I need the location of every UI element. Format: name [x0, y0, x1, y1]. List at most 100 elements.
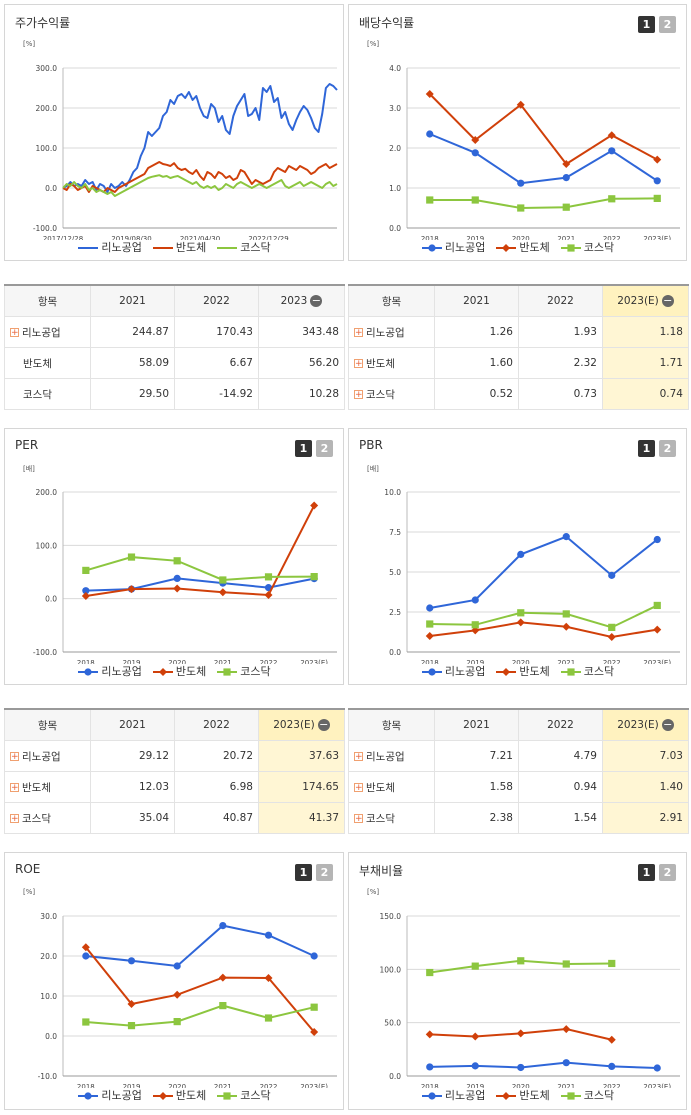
pbr-table: 항목 2021 2022 2023(E) − + 리노공업 7.21 4.79 7.03 + 반도체 1… [348, 708, 689, 834]
column-header: 2023− [258, 284, 345, 317]
expand-plus-icon[interactable]: + [10, 783, 19, 793]
view-button-2[interactable]: 2 [659, 864, 676, 881]
legend-item-company[interactable]: 리노공업 [77, 1087, 142, 1103]
view-button-2[interactable]: 2 [659, 440, 676, 457]
x-tick-label: 2019 [466, 1083, 484, 1088]
expand-plus-icon[interactable]: + [354, 328, 363, 338]
expand-plus-icon[interactable]: + [354, 783, 363, 793]
legend-item-company[interactable]: 리노공업 [421, 239, 485, 255]
data-point-kosdaq [219, 1002, 227, 1010]
view-button-1[interactable]: 1 [638, 16, 655, 33]
table-cell: 58.09 [90, 347, 175, 379]
collapse-minus-icon[interactable]: − [661, 718, 674, 731]
collapse-minus-icon[interactable]: − [661, 294, 674, 307]
legend-item-company[interactable]: 리노공업 [77, 663, 142, 679]
y-tick-label: 300.0 [36, 64, 58, 73]
legend-label: 리노공업 [444, 1089, 486, 1102]
expand-plus-icon[interactable]: + [10, 328, 19, 338]
x-tick-label: 2019 [466, 235, 484, 240]
legend-label: 코스닥 [583, 241, 615, 254]
x-tick-label: 2020 [168, 659, 186, 664]
table-row: + 리노공업 1.26 1.93 1.18 [348, 316, 689, 348]
data-point-kosdaq [219, 576, 227, 584]
row-name[interactable]: + 반도체 [348, 771, 435, 803]
legend-item-semi[interactable]: 반도체 [495, 1087, 550, 1103]
series-line-kosdaq [85, 1004, 315, 1027]
legend-item-semi[interactable]: 반도체 [152, 1087, 206, 1103]
y-tick-label: 0.0 [389, 224, 401, 233]
row-name[interactable]: + 코스닥 [4, 802, 91, 834]
legend-label: 리노공업 [101, 1089, 142, 1102]
legend-item-kosdaq[interactable]: 코스닥 [560, 663, 614, 679]
row-name[interactable]: + 반도체 [4, 771, 91, 803]
view-button-2[interactable]: 2 [316, 864, 333, 881]
legend-item-semi[interactable]: 반도체 [152, 663, 206, 679]
y-tick-label: 200.0 [36, 104, 58, 113]
series-semi [425, 618, 662, 641]
expand-plus-icon[interactable]: + [354, 752, 363, 762]
view-button-2[interactable]: 2 [316, 440, 333, 457]
table-cell: 4.79 [518, 740, 603, 772]
legend-item-semi[interactable]: 반도체 [152, 239, 206, 255]
data-point-company [471, 149, 479, 157]
legend-item-company[interactable]: 리노공업 [421, 663, 485, 679]
row-name[interactable]: + 코스닥 [348, 378, 435, 410]
series-company [426, 533, 661, 612]
legend-item-kosdaq[interactable]: 코스닥 [560, 1087, 614, 1103]
table-cell: 0.74 [602, 378, 689, 410]
table-cell: 1.71 [602, 347, 689, 379]
collapse-minus-icon[interactable]: − [317, 718, 330, 731]
table-header-row: 항목 2021 2022 2023(E) − [348, 708, 689, 741]
column-header: 2022 [174, 284, 259, 317]
legend-item-semi[interactable]: 반도체 [495, 663, 550, 679]
expand-plus-icon[interactable]: + [10, 752, 19, 762]
legend-marker-icon [152, 247, 173, 249]
table-cell: 1.58 [434, 771, 519, 803]
legend-item-kosdaq[interactable]: 코스닥 [216, 239, 271, 255]
view-button-1[interactable]: 1 [638, 440, 655, 457]
legend-item-kosdaq[interactable]: 코스닥 [216, 663, 271, 679]
expand-plus-icon[interactable]: + [354, 814, 363, 824]
y-tick-label: 3.0 [389, 104, 401, 113]
view-button-1[interactable]: 1 [295, 440, 312, 457]
column-header: 2021 [90, 708, 175, 741]
data-point-company [517, 550, 525, 558]
table-cell: 2.32 [518, 347, 603, 379]
row-name[interactable]: + 코스닥 [348, 802, 435, 834]
legend-item-semi[interactable]: 반도체 [495, 239, 550, 255]
expand-plus-icon[interactable]: + [354, 359, 363, 369]
legend-label: 반도체 [519, 665, 550, 678]
data-point-kosdaq [426, 968, 434, 977]
expand-plus-icon[interactable]: + [354, 390, 363, 400]
expand-plus-icon[interactable]: + [10, 814, 19, 824]
data-point-kosdaq [608, 623, 616, 631]
data-point-semi [173, 584, 182, 593]
view-button-2[interactable]: 2 [659, 16, 676, 33]
row-name[interactable]: + 리노공업 [4, 740, 91, 772]
view-button-1[interactable]: 1 [295, 864, 312, 881]
data-point-kosdaq [426, 620, 434, 628]
row-name[interactable]: + 리노공업 [348, 740, 435, 772]
legend-label: 코스닥 [240, 241, 271, 254]
legend-item-company[interactable]: 리노공업 [77, 239, 142, 255]
legend-label: 코스닥 [583, 665, 615, 678]
row-name[interactable]: + 반도체 [348, 347, 435, 379]
row-name[interactable]: + 리노공업 [4, 316, 91, 348]
view-button-1[interactable]: 1 [638, 864, 655, 881]
stock-return-chart: 300.0 200.0 100.0 0.0 -100.0 2017/12/28 2019/0… [33, 64, 338, 240]
series-line-company [85, 924, 315, 968]
collapse-minus-icon[interactable]: − [310, 294, 323, 307]
x-tick-label: 2018 [77, 1083, 95, 1088]
legend-marker [84, 1092, 92, 1100]
x-tick-label: 2022 [260, 659, 278, 664]
legend-item-kosdaq[interactable]: 코스닥 [560, 239, 614, 255]
column-header: 2022 [174, 708, 259, 741]
data-point-company [517, 179, 525, 187]
panel-title: ROE [15, 862, 41, 876]
row-name[interactable]: + 리노공업 [348, 316, 435, 348]
data-point-kosdaq [82, 566, 90, 574]
legend-item-kosdaq[interactable]: 코스닥 [216, 1087, 271, 1103]
legend-item-company[interactable]: 리노공업 [421, 1087, 485, 1103]
